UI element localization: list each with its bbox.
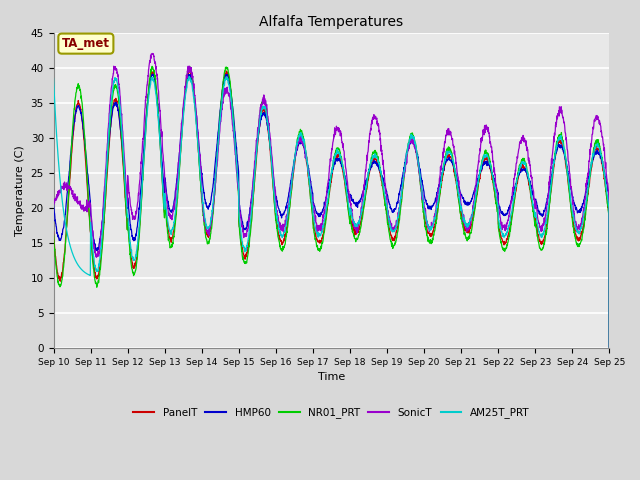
Title: Alfalfa Temperatures: Alfalfa Temperatures [259,15,403,29]
Legend: PanelT, HMP60, NR01_PRT, SonicT, AM25T_PRT: PanelT, HMP60, NR01_PRT, SonicT, AM25T_P… [129,403,534,423]
Y-axis label: Temperature (C): Temperature (C) [15,145,25,236]
X-axis label: Time: Time [318,372,345,382]
Text: TA_met: TA_met [62,37,110,50]
